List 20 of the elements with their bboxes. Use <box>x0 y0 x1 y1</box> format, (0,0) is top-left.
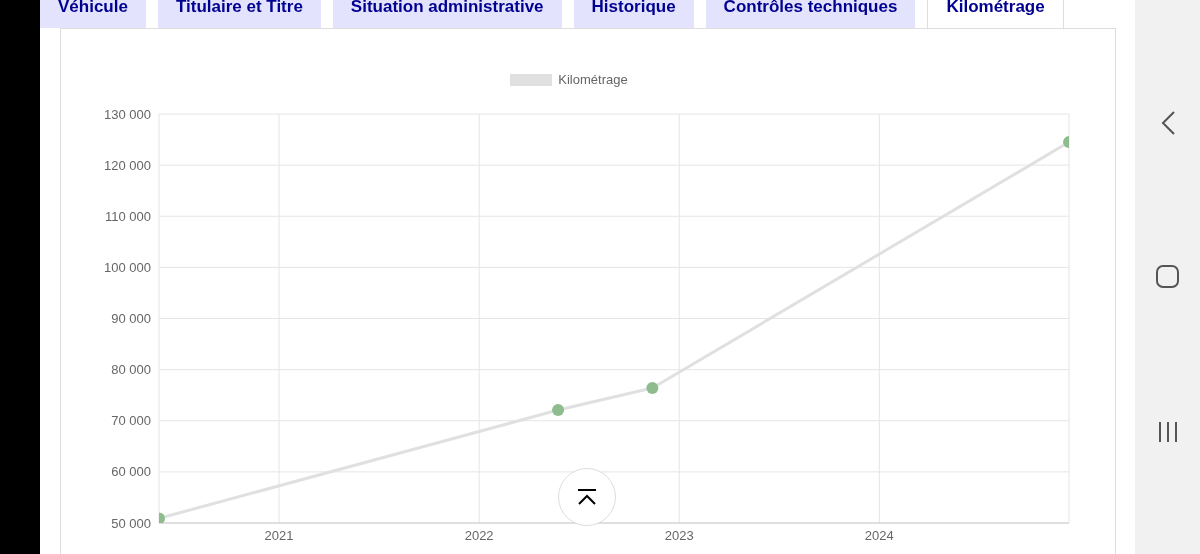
y-tick-label: 60 000 <box>111 464 151 480</box>
text: Véhicule <box>40 0 146 28</box>
y-tick-label: 110 000 <box>104 208 151 224</box>
text: Kilométrage <box>927 0 1064 29</box>
y-tick-label: 70 000 <box>111 413 151 429</box>
text: Historique <box>573 0 694 28</box>
x-tick-label: 2021 <box>264 528 294 544</box>
text: Titulaire et Titre <box>157 0 321 28</box>
text: Contrôles techniques <box>705 0 916 28</box>
x-tick-label: 2024 <box>864 528 894 544</box>
text: Situation administrative <box>332 0 562 28</box>
y-tick-label: 80 000 <box>111 362 151 378</box>
y-tick-label: 130 000 <box>104 106 151 122</box>
y-tick-label: 120 000 <box>104 157 151 173</box>
x-tick-label: 2022 <box>464 528 494 544</box>
y-tick-label: 100 000 <box>104 259 151 275</box>
y-tick-label: 50 000 <box>111 515 151 531</box>
y-tick-label: 90 000 <box>111 311 151 327</box>
x-tick-label: 2023 <box>664 528 694 544</box>
legend-label: Kilométrage <box>557 72 628 87</box>
